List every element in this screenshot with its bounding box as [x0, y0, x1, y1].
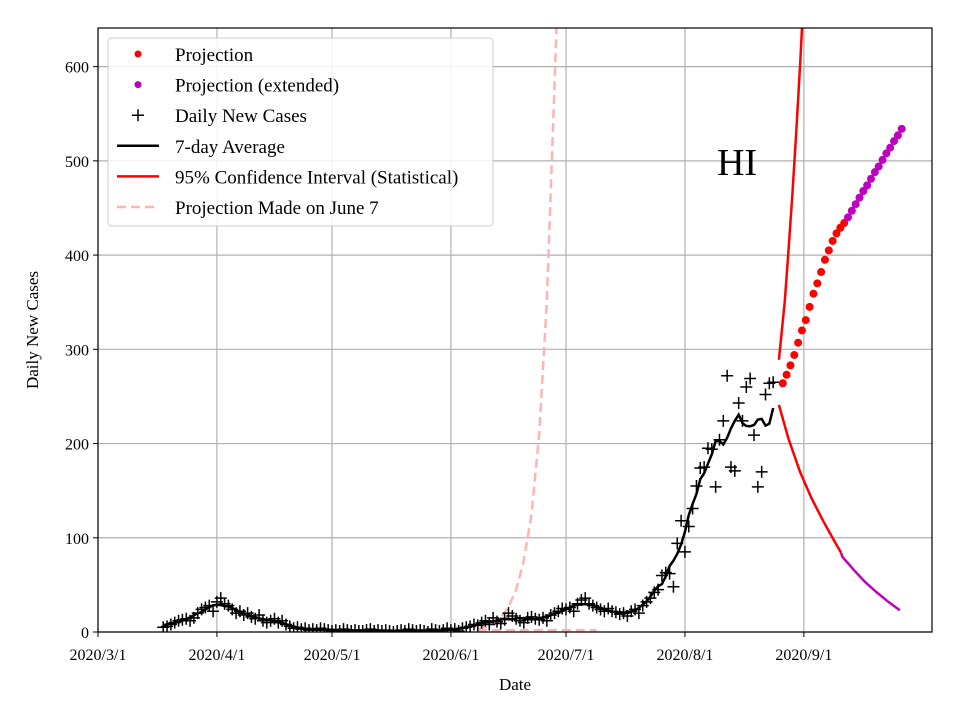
- y-tick-label: 100: [65, 531, 89, 548]
- y-axis-label: Daily New Cases: [23, 271, 42, 389]
- projection-extended-point: [855, 193, 864, 202]
- projection-point: [840, 219, 849, 228]
- x-tick-label: 2020/5/1: [304, 647, 361, 664]
- daily-case-marker: [682, 520, 695, 533]
- y-tick-label: 400: [65, 248, 89, 265]
- y-tick-label: 200: [65, 437, 89, 454]
- daily-case-marker: [717, 414, 730, 427]
- ci-upper-line: [777, 28, 804, 360]
- y-tick-label: 500: [65, 154, 89, 171]
- projection-point: [778, 379, 787, 388]
- x-tick-label: 2020/3/1: [70, 647, 127, 664]
- legend-label: Daily New Cases: [175, 106, 307, 127]
- daily-case-marker: [744, 372, 757, 385]
- daily-case-marker: [740, 381, 753, 394]
- legend-label: 95% Confidence Interval (Statistical): [175, 167, 458, 188]
- plot-frame: [97, 27, 933, 633]
- daily-case-marker: [667, 580, 680, 593]
- legend-label: 7-day Average: [175, 137, 285, 158]
- projection-extended-point: [851, 200, 860, 209]
- daily-case-marker: [387, 626, 400, 632]
- daily-case-marker: [728, 464, 741, 477]
- daily-case-marker: [483, 618, 496, 631]
- state-annotation: HI: [717, 142, 757, 184]
- projection-extended-point: [859, 187, 868, 196]
- projection-point: [805, 302, 814, 311]
- legend-label: Projection: [175, 45, 254, 66]
- y-tick-label: 300: [65, 342, 89, 359]
- daily-case-marker: [678, 545, 691, 558]
- x-tick-label: 2020/4/1: [188, 647, 245, 664]
- projection-extended-point: [870, 168, 879, 177]
- daily-case-marker: [567, 605, 580, 618]
- legend-dot-marker: [134, 81, 142, 89]
- legend-plus-marker: [132, 109, 144, 122]
- projection-extended-point: [878, 155, 887, 164]
- projection-point: [832, 229, 841, 238]
- projection-point: [817, 268, 826, 277]
- projection-extended-point: [882, 149, 891, 158]
- x-axis: 2020/3/1 2020/4/1 2020/5/1 2020/6/1 2020/7/1…: [70, 632, 832, 664]
- legend-label: Projection (extended): [175, 76, 339, 97]
- projection-extended-point: [897, 124, 906, 133]
- projection-point: [786, 361, 795, 370]
- x-tick-label: 2020/7/1: [538, 647, 595, 664]
- projection-extended-point: [847, 206, 856, 215]
- plot-marks: [157, 28, 906, 632]
- daily-case-marker: [421, 626, 434, 632]
- x-tick-label: 2020/9/1: [775, 647, 832, 664]
- daily-case-marker: [767, 376, 780, 389]
- x-tick-label: 2020/6/1: [422, 647, 479, 664]
- daily-case-marker: [751, 480, 764, 493]
- projection-point: [809, 289, 818, 298]
- daily-case-marker: [747, 429, 760, 442]
- daily-case-marker: [759, 388, 772, 401]
- projection-extended-point: [843, 213, 852, 222]
- projection-extended-point: [893, 131, 902, 140]
- projection-point: [794, 338, 803, 347]
- projection-extended-point: [890, 137, 899, 146]
- projection-point: [813, 279, 822, 288]
- daily-case-marker: [713, 433, 726, 446]
- legend-dot-marker: [134, 50, 142, 58]
- daily-case-marker: [675, 514, 688, 527]
- y-tick-label: 600: [65, 60, 89, 77]
- projection-point: [782, 370, 791, 379]
- daily-case-marker: [732, 397, 745, 410]
- projection-point: [790, 350, 799, 359]
- daily-case-marker: [721, 369, 734, 382]
- ci-lower-extended-line: [839, 552, 901, 612]
- legend-label: Projection Made on June 7: [175, 198, 379, 219]
- projection-point: [820, 255, 829, 264]
- seven-day-average-line: [162, 407, 775, 632]
- daily-case-marker: [709, 480, 722, 493]
- projection-point: [797, 326, 806, 335]
- daily-case-marker: [755, 465, 768, 478]
- projection-extended-point: [886, 143, 895, 152]
- ci-lower-line: [777, 404, 843, 554]
- legend: Projection Projection (extended) Daily New…: [107, 37, 494, 227]
- projection-extended-point: [867, 174, 876, 183]
- projection-point: [828, 236, 837, 245]
- x-tick-label: 2020/8/1: [657, 647, 714, 664]
- projection-extended-point: [863, 181, 872, 190]
- legend-box: [107, 37, 494, 227]
- y-tick-label: 0: [81, 625, 89, 642]
- x-axis-label: Date: [499, 675, 531, 694]
- projection-point: [801, 316, 810, 325]
- daily-case-marker: [207, 605, 220, 618]
- y-axis: 0 100 200 300 400 500 600: [65, 60, 98, 642]
- projection-extended-point: [874, 162, 883, 171]
- projection-point: [824, 246, 833, 255]
